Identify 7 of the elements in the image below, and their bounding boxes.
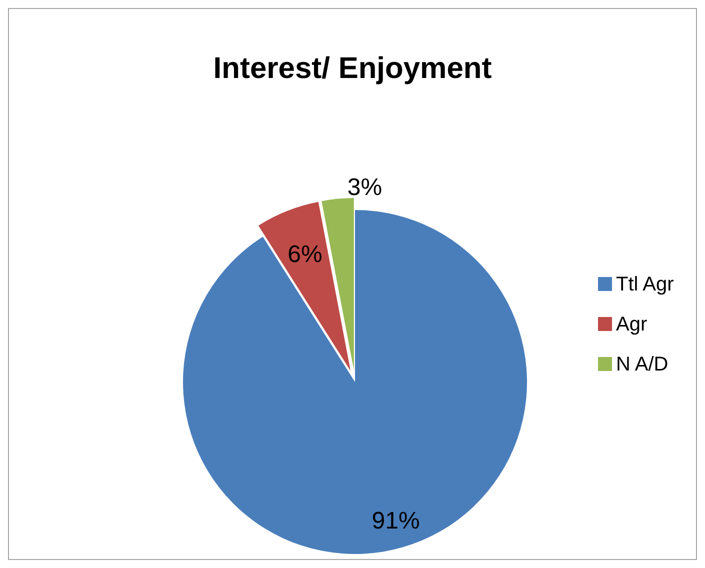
data-label: 6% bbox=[288, 241, 322, 268]
data-label: 3% bbox=[347, 174, 382, 202]
data-label: 91% bbox=[372, 508, 420, 535]
chart-title: Interest/ Enjoyment bbox=[213, 52, 492, 85]
legend-label: Ttl Agr bbox=[616, 273, 674, 296]
legend-label: N A/D bbox=[616, 353, 668, 376]
legend-label: Agr bbox=[616, 313, 648, 336]
